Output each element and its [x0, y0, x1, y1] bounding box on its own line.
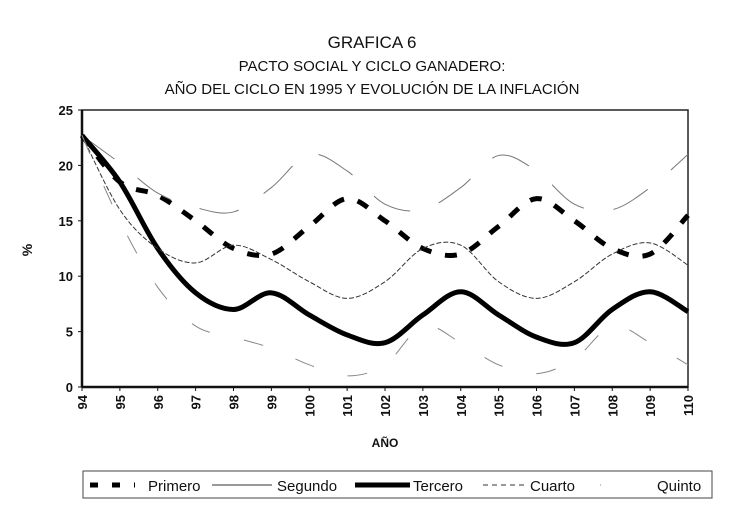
series-line-primero [80, 133, 690, 259]
x-tick-label: 104 [454, 394, 469, 416]
legend-label-segundo: Segundo [277, 478, 337, 495]
x-tick-label: 101 [340, 395, 355, 417]
x-tick-label: 106 [530, 395, 545, 417]
x-tick-label: 109 [643, 395, 658, 417]
x-tick-label: 107 [567, 395, 582, 417]
series-line-segundo [81, 135, 689, 214]
x-tick-label: 94 [75, 394, 90, 409]
x-tick-label: 102 [378, 395, 393, 417]
y-tick-label: 20 [59, 158, 73, 173]
x-tick-label: 96 [151, 395, 166, 409]
x-tick-label: 98 [227, 395, 242, 409]
y-axis-label: % [19, 243, 35, 256]
x-tick-label: 110 [681, 395, 696, 416]
legend-label-quinto: Quinto [657, 478, 701, 495]
series-line-tercero [80, 133, 690, 347]
x-tick-label: 100 [302, 395, 317, 417]
plot-frame [81, 109, 689, 388]
chart-subtitle-1: PACTO SOCIAL Y CICLO GANADERO: [239, 58, 506, 75]
x-tick-label: 103 [416, 395, 431, 417]
x-tick-label: 99 [264, 395, 279, 409]
legend: Primero Segundo Tercero Cuarto Quinto [82, 470, 713, 499]
y-tick-label: 5 [66, 325, 73, 340]
y-tick-label: 10 [59, 269, 73, 284]
legend-label-cuarto: Cuarto [530, 478, 575, 495]
chart-subtitle-2: AÑO DEL CICLO EN 1995 Y EVOLUCIÓN DE LA … [165, 81, 580, 98]
legend-label-primero: Primero [148, 478, 201, 495]
legend-label-tercero: Tercero [413, 478, 463, 495]
y-tick-label: 0 [66, 380, 73, 395]
y-tick-label: 25 [59, 103, 73, 118]
series-line-quinto [81, 135, 689, 377]
chart-title: GRAFICA 6 [328, 33, 417, 52]
x-tick-label: 105 [492, 395, 507, 417]
x-tick-label: 97 [189, 395, 204, 409]
series-line-cuarto [81, 135, 689, 299]
x-tick-label: 95 [113, 395, 128, 409]
y-tick-label: 15 [59, 214, 73, 229]
x-axis-label: AÑO [372, 435, 399, 450]
x-tick-label: 108 [605, 395, 620, 417]
